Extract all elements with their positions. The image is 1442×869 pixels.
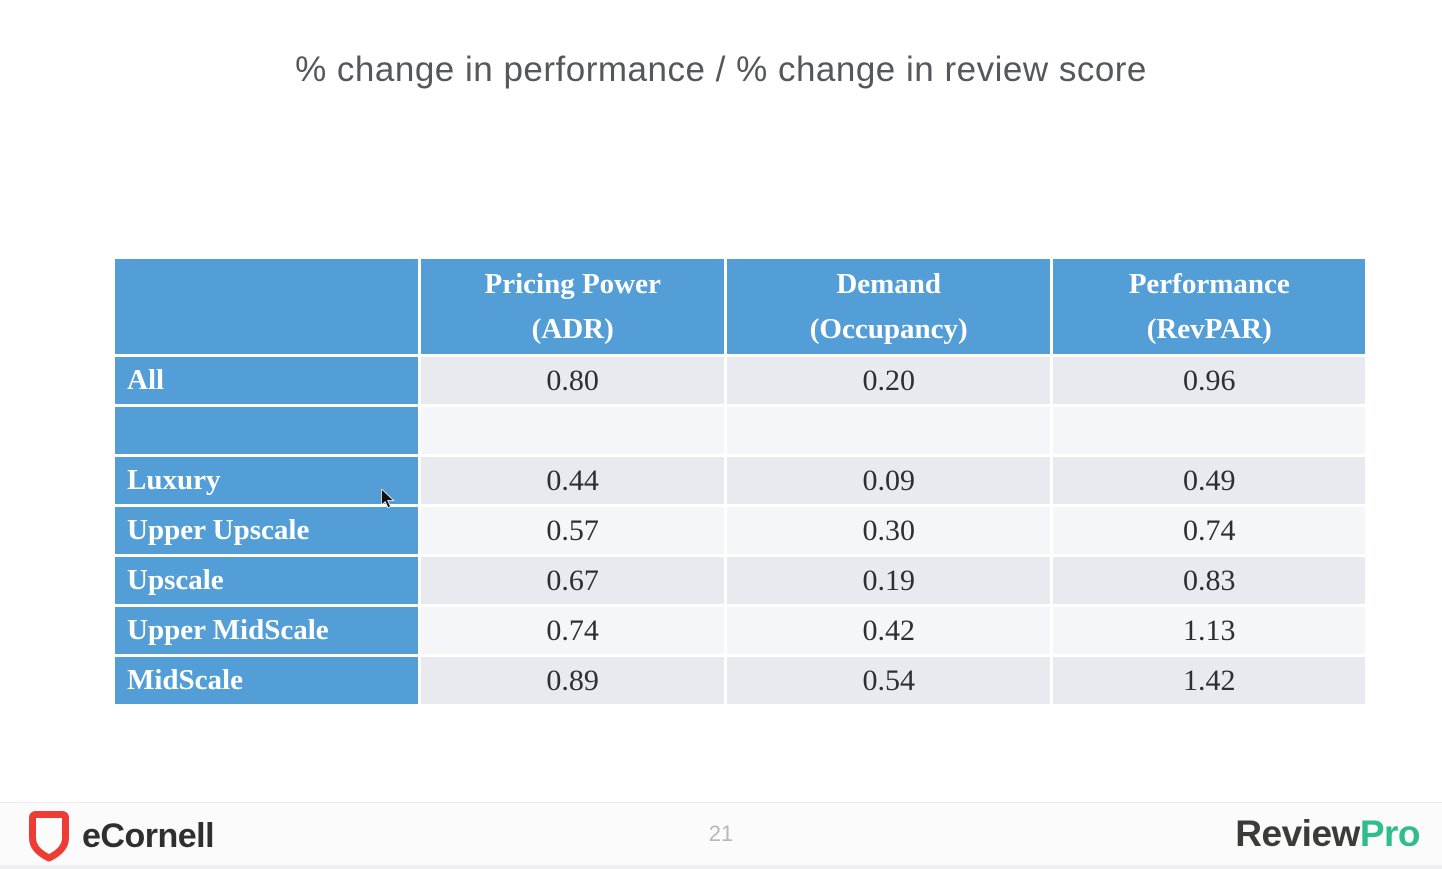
- row-label: Upper Upscale: [115, 507, 419, 554]
- mouse-cursor-icon: [381, 489, 395, 509]
- value-cell: 0.42: [726, 607, 1051, 654]
- table-header-row: Pricing Power (ADR) Demand (Occupancy) Perfo…: [115, 259, 1365, 354]
- bottom-edge-strip: [0, 865, 1442, 869]
- ecornell-logo: eCornell: [28, 810, 215, 862]
- row-label: MidScale: [115, 657, 419, 704]
- column-header: Demand (Occupancy): [726, 259, 1051, 354]
- ecornell-wordmark: eCornell: [82, 816, 215, 855]
- reviewpro-logo: ReviewPro: [1235, 813, 1420, 855]
- value-cell: 0.57: [421, 507, 724, 554]
- table-row: Luxury 0.44 0.09 0.49: [115, 457, 1365, 504]
- table-row: All 0.80 0.20 0.96: [115, 357, 1365, 404]
- value-cell: 0.80: [421, 357, 724, 404]
- footer-bar: eCornell 21 ReviewPro: [0, 802, 1442, 869]
- column-header-line1: Demand: [836, 267, 942, 300]
- value-cell: 0.19: [726, 557, 1051, 604]
- value-cell: 0.74: [421, 607, 724, 654]
- column-header-line2: (RevPAR): [1146, 312, 1272, 345]
- value-cell: 1.42: [1053, 657, 1365, 704]
- column-header-line1: Performance: [1128, 267, 1290, 300]
- value-cell: 0.49: [1053, 457, 1365, 504]
- value-cell: [1053, 407, 1365, 454]
- corner-cell: [115, 259, 419, 354]
- column-header-line2: (Occupancy): [809, 312, 968, 345]
- column-header: Performance (RevPAR): [1053, 259, 1365, 354]
- value-cell: 1.13: [1053, 607, 1365, 654]
- row-label: Luxury: [115, 457, 419, 504]
- value-cell: 0.30: [726, 507, 1051, 554]
- table-row: MidScale 0.89 0.54 1.42: [115, 657, 1365, 704]
- performance-table: Pricing Power (ADR) Demand (Occupancy) Perfo…: [112, 256, 1368, 707]
- reviewpro-wordmark-pro: Pro: [1359, 813, 1421, 854]
- value-cell: 0.09: [726, 457, 1051, 504]
- column-header: Pricing Power (ADR): [421, 259, 724, 354]
- value-cell: 0.89: [421, 657, 724, 704]
- value-cell: 0.67: [421, 557, 724, 604]
- ecornell-shield-icon: [29, 811, 69, 862]
- value-cell: 0.74: [1053, 507, 1365, 554]
- value-cell: [726, 407, 1051, 454]
- value-cell: 0.83: [1053, 557, 1365, 604]
- column-header-line2: (ADR): [531, 312, 614, 345]
- table-row: Upscale 0.67 0.19 0.83: [115, 557, 1365, 604]
- row-label: All: [115, 357, 419, 404]
- value-cell: 0.44: [421, 457, 724, 504]
- value-cell: 0.96: [1053, 357, 1365, 404]
- row-label: Upper MidScale: [115, 607, 419, 654]
- value-cell: 0.54: [726, 657, 1051, 704]
- slide-title: % change in performance / % change in re…: [295, 50, 1147, 89]
- table-row: Upper MidScale 0.74 0.42 1.13: [115, 607, 1365, 654]
- page-number: 21: [708, 821, 734, 846]
- row-label: Upscale: [115, 557, 419, 604]
- row-label: [115, 407, 419, 454]
- reviewpro-wordmark-review: Review: [1235, 813, 1360, 854]
- table-row: [115, 407, 1365, 454]
- value-cell: 0.20: [726, 357, 1051, 404]
- metrics-table: Pricing Power (ADR) Demand (Occupancy) Perfo…: [112, 256, 1368, 707]
- value-cell: [421, 407, 724, 454]
- table-row: Upper Upscale 0.57 0.30 0.74: [115, 507, 1365, 554]
- column-header-line1: Pricing Power: [484, 267, 661, 300]
